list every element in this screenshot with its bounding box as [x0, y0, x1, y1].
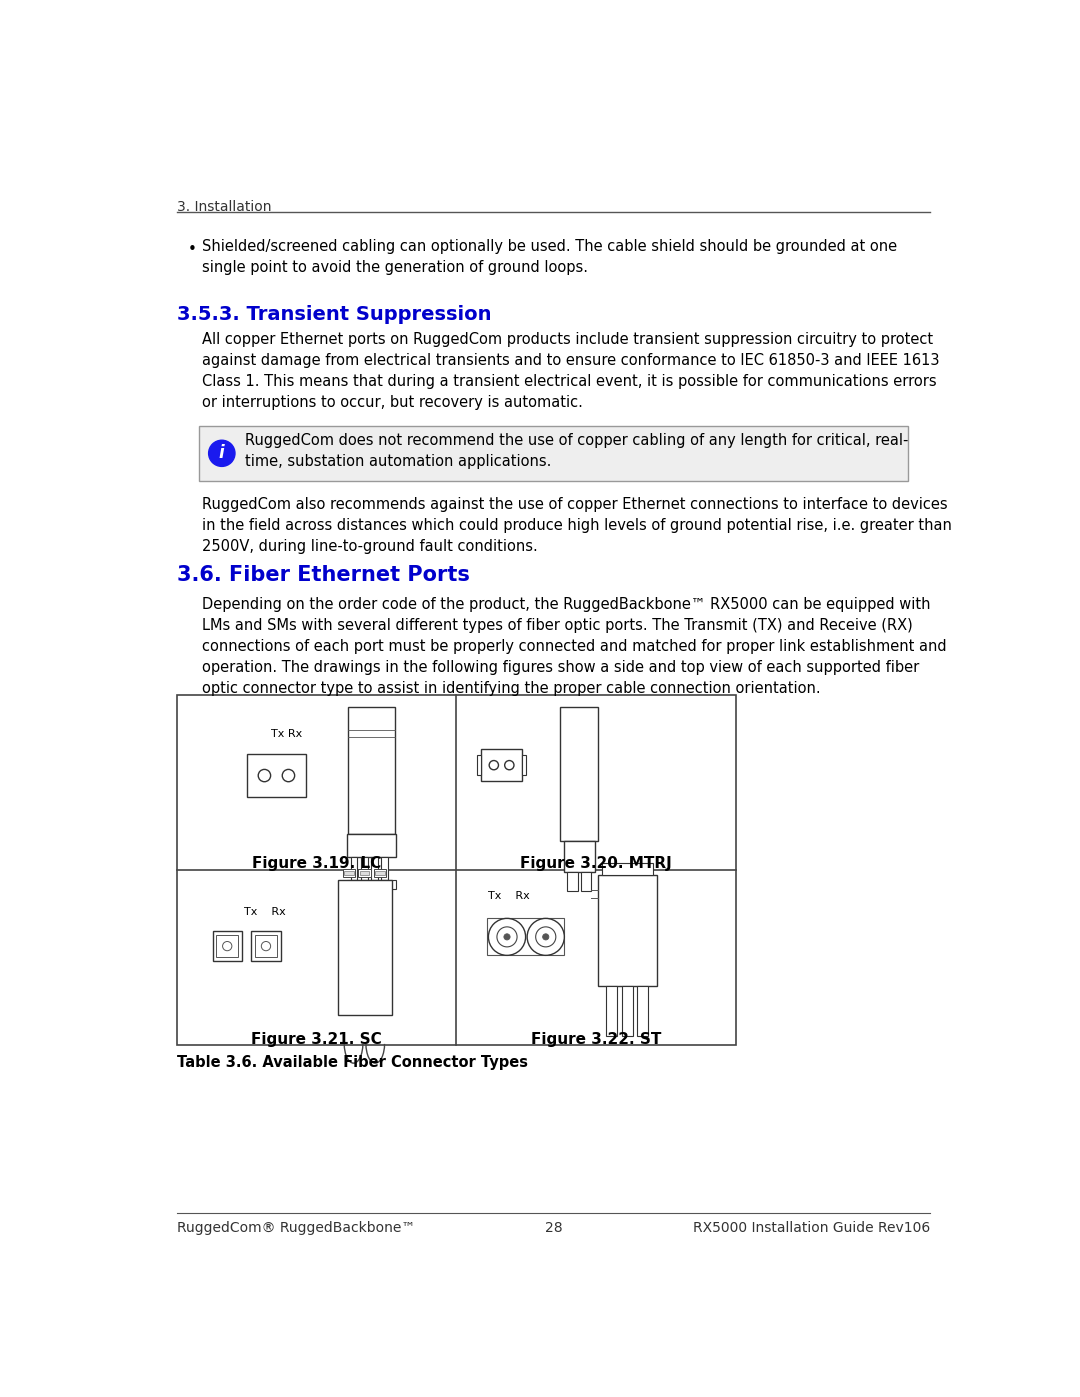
- Text: Tx    Rx: Tx Rx: [243, 907, 285, 916]
- Circle shape: [208, 440, 235, 467]
- Circle shape: [527, 918, 565, 956]
- Bar: [216, 936, 238, 957]
- Circle shape: [488, 918, 526, 956]
- Circle shape: [542, 933, 549, 940]
- Bar: [342, 869, 355, 877]
- Bar: [345, 870, 353, 876]
- Bar: [199, 426, 908, 481]
- Text: 3. Installation: 3. Installation: [177, 200, 271, 214]
- Bar: [375, 870, 384, 876]
- Circle shape: [497, 926, 517, 947]
- Text: Figure 3.21. SC: Figure 3.21. SC: [252, 1031, 382, 1046]
- Bar: [559, 707, 598, 841]
- Bar: [622, 986, 633, 1037]
- Text: RuggedCom also recommends against the use of copper Ethernet connections to inte: RuggedCom also recommends against the us…: [202, 497, 951, 555]
- Text: •: •: [188, 242, 197, 257]
- Bar: [247, 754, 306, 796]
- Text: 3.5.3. Transient Suppression: 3.5.3. Transient Suppression: [177, 305, 491, 324]
- Text: RuggedCom does not recommend the use of copper cabling of any length for critica: RuggedCom does not recommend the use of …: [245, 433, 908, 469]
- Bar: [487, 918, 565, 956]
- Bar: [374, 869, 387, 877]
- Text: Depending on the order code of the product, the RuggedBackbone™ RX5000 can be eq: Depending on the order code of the produ…: [202, 597, 946, 696]
- Circle shape: [489, 760, 499, 770]
- Circle shape: [258, 770, 271, 782]
- Bar: [482, 749, 522, 781]
- Text: All copper Ethernet ports on RuggedCom products include transient suppression ci: All copper Ethernet ports on RuggedCom p…: [202, 332, 940, 411]
- Text: i: i: [219, 444, 225, 462]
- Bar: [255, 936, 276, 957]
- Circle shape: [504, 760, 514, 770]
- Text: 3.6. Fiber Ethernet Ports: 3.6. Fiber Ethernet Ports: [177, 564, 470, 585]
- Text: Figure 3.19. LC: Figure 3.19. LC: [252, 856, 381, 872]
- Bar: [567, 872, 578, 891]
- Bar: [347, 834, 396, 856]
- Bar: [213, 932, 242, 961]
- Text: Table 3.6. Available Fiber Connector Types: Table 3.6. Available Fiber Connector Typ…: [177, 1055, 528, 1070]
- Bar: [381, 856, 388, 880]
- Bar: [359, 869, 370, 877]
- Bar: [347, 880, 396, 888]
- Circle shape: [536, 926, 556, 947]
- Circle shape: [282, 770, 295, 782]
- Circle shape: [222, 942, 232, 951]
- Text: RuggedCom® RuggedBackbone™: RuggedCom® RuggedBackbone™: [177, 1221, 415, 1235]
- Text: Figure 3.22. ST: Figure 3.22. ST: [530, 1031, 661, 1046]
- Bar: [252, 932, 281, 961]
- Text: Figure 3.20. MTRJ: Figure 3.20. MTRJ: [521, 856, 672, 872]
- Bar: [598, 875, 657, 986]
- Bar: [564, 841, 595, 872]
- Bar: [603, 863, 652, 875]
- Circle shape: [261, 942, 271, 951]
- Circle shape: [504, 933, 510, 940]
- Bar: [581, 872, 592, 891]
- Bar: [522, 756, 526, 775]
- Text: Shielded/screened cabling can optionally be used. The cable shield should be gro: Shielded/screened cabling can optionally…: [202, 239, 896, 275]
- Bar: [476, 756, 482, 775]
- Bar: [348, 707, 394, 834]
- Bar: [606, 986, 617, 1037]
- Text: RX5000 Installation Guide Rev106: RX5000 Installation Guide Rev106: [693, 1221, 930, 1235]
- Bar: [351, 856, 357, 880]
- Bar: [362, 856, 367, 880]
- Bar: [177, 696, 735, 1045]
- Text: Tx Rx: Tx Rx: [271, 729, 302, 739]
- Bar: [338, 880, 392, 1014]
- Text: Tx    Rx: Tx Rx: [488, 891, 529, 901]
- Bar: [360, 870, 369, 876]
- Bar: [637, 986, 648, 1037]
- Bar: [372, 856, 378, 880]
- Text: 28: 28: [544, 1221, 563, 1235]
